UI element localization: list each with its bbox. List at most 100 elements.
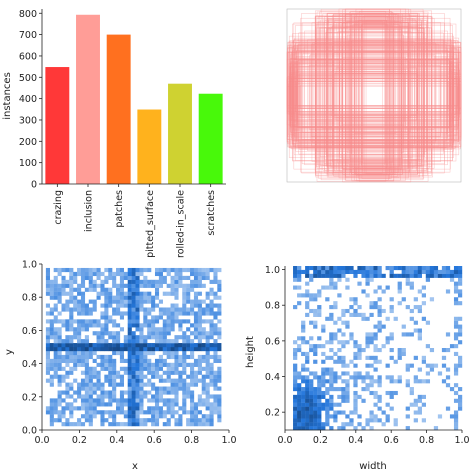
heatmap-cell	[321, 371, 326, 376]
heatmap-cell	[112, 418, 117, 423]
heatmap-cell	[92, 347, 97, 352]
heatmap-cell	[377, 324, 382, 329]
heatmap-cell	[53, 275, 58, 281]
heatmap-cell	[190, 410, 195, 415]
heatmap-cell	[88, 366, 93, 371]
heatmap-cell	[453, 390, 459, 396]
heatmap-cell	[197, 370, 202, 375]
bar-y-tick-label: 600	[19, 51, 37, 62]
heatmap-cell	[309, 422, 314, 427]
heatmap-cell	[405, 273, 410, 278]
heatmap-cell	[166, 386, 171, 391]
heatmap-cell	[127, 386, 132, 391]
heatmap-cell	[205, 374, 210, 379]
heatmap-cell	[45, 362, 50, 367]
heatmap-cell	[123, 366, 128, 371]
heatmap-cell	[186, 335, 191, 340]
heatmap-cell	[45, 350, 50, 356]
heatmap-cell	[178, 311, 183, 316]
heatmap-cell	[401, 297, 406, 302]
heatmap-cell	[201, 422, 206, 427]
heatmap-cell	[61, 343, 66, 348]
heatmap-cell	[321, 328, 326, 333]
heatmap-cell	[174, 271, 179, 277]
heatmap-cell	[69, 402, 74, 407]
heatmap-cell	[217, 406, 222, 411]
heatmap-cell	[104, 410, 109, 415]
heatmap-cell	[170, 362, 175, 367]
heatmap-cell	[209, 414, 214, 419]
heatmap-cell	[293, 414, 298, 419]
heatmap-cell	[127, 406, 132, 411]
heatmap-cell	[65, 418, 70, 423]
heatmap-cell	[147, 291, 152, 296]
heatmap-cell	[119, 350, 125, 356]
heatmap-cell	[57, 343, 62, 348]
heatmap-cell	[301, 398, 306, 403]
heatmap-cell	[131, 410, 136, 415]
heatmap-cell	[321, 344, 326, 349]
heatmap-cell	[53, 402, 58, 407]
heatmap-cell	[123, 299, 128, 304]
heatmap-cell	[457, 394, 463, 399]
heatmap-cell	[123, 422, 128, 427]
heatmap-cell	[409, 281, 414, 286]
heatmap-cell	[174, 343, 179, 348]
heatmap-cell	[57, 374, 62, 379]
heatmap-cell	[193, 327, 199, 332]
heatmap-cell	[69, 283, 74, 288]
heatmap-cell	[84, 362, 89, 367]
heatmap-cell	[341, 379, 346, 384]
heatmap-cell	[69, 350, 74, 356]
heatmap-cell	[178, 382, 183, 387]
heatmap-cell	[96, 382, 101, 387]
heatmap-cell	[69, 370, 74, 375]
heatmap-cell	[166, 311, 171, 316]
heatmap-cell	[349, 266, 354, 271]
heatmap-cell	[139, 303, 144, 308]
heatmap-cell	[92, 410, 97, 415]
heatmap-cell	[49, 402, 54, 407]
heatmap-cell	[369, 355, 374, 360]
heatmap-cell	[158, 358, 163, 364]
heatmap-cell	[409, 308, 414, 314]
heatmap-cell	[127, 414, 132, 419]
heatmap-cell	[190, 374, 195, 379]
heatmap-cell	[405, 277, 410, 282]
heatmap-cell	[147, 358, 152, 364]
heatmap-cell	[182, 299, 187, 304]
heatmap-cell	[301, 418, 306, 423]
heatmap-cell	[104, 267, 109, 273]
heatmap-cell	[377, 308, 382, 314]
heatmap-cell	[373, 336, 378, 341]
heatmap-cell	[377, 394, 382, 399]
heatmap-cell	[53, 339, 58, 344]
heatmap-cell	[104, 418, 109, 423]
heatmap-cell	[182, 283, 187, 288]
heatmap-cell	[297, 394, 302, 399]
heatmap-cell	[69, 323, 74, 328]
heatmap-cell	[88, 299, 93, 304]
heatmap-cell	[77, 358, 82, 364]
heatmap-cell	[80, 271, 86, 277]
heatmap-cell	[429, 363, 435, 368]
heatmap-cell	[309, 371, 314, 376]
heatmap-cell	[100, 422, 105, 427]
heatmap-cell	[205, 358, 210, 364]
heatmap-cell	[80, 422, 86, 427]
heatmap-cell	[317, 390, 322, 396]
heatmap-cell	[88, 422, 93, 427]
heatmap-cell	[349, 297, 354, 302]
heatmap-cell	[166, 418, 171, 423]
heatmap-cell	[325, 269, 330, 275]
heatmap-cell	[57, 410, 62, 415]
heatmap-cell	[127, 323, 132, 328]
heatmap-cell	[127, 366, 132, 371]
heatmap-cell	[433, 363, 439, 368]
heatmap-cell	[325, 273, 330, 278]
heatmap-cell	[135, 323, 140, 328]
heatmap-cell	[353, 394, 358, 399]
heatmap-cell	[389, 390, 394, 396]
heatmap-cell	[186, 267, 191, 273]
heatmap-cell	[49, 311, 54, 316]
